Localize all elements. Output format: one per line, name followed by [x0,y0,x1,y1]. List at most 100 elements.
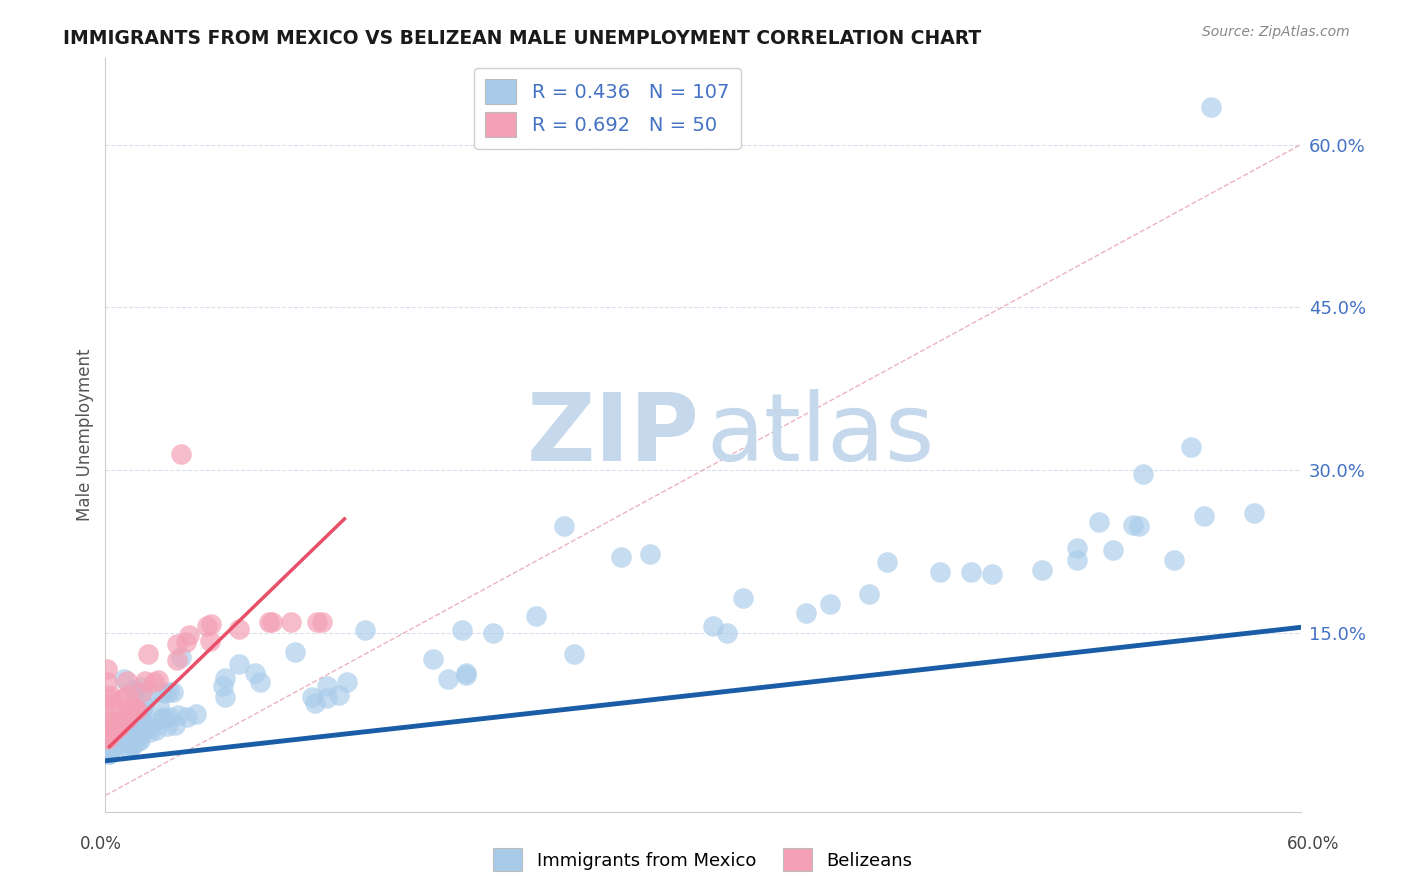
Point [115,712,138,726]
Point [98,721,121,735]
Point [110,728,132,742]
Legend: R = 0.436   N = 107, R = 0.692   N = 50: R = 0.436 N = 107, R = 0.692 N = 50 [474,68,741,149]
Point [105,716,128,731]
Point [100,726,122,740]
Point [98,721,121,735]
Point [142,675,165,690]
Point [610,549,633,564]
Point [562,647,585,661]
Point [195,619,218,633]
Point [316,690,339,705]
Point [167,708,190,723]
Point [959,566,981,580]
Point [170,447,193,461]
Point [1066,541,1088,555]
Point [454,665,477,680]
Point [101,719,124,733]
Point [436,672,458,686]
Point [1192,508,1215,523]
Point [422,652,444,666]
Point [315,679,337,693]
Point [1102,543,1125,558]
Point [456,668,478,682]
Point [149,685,172,699]
Point [117,673,139,688]
Text: atlas: atlas [707,389,935,481]
Point [103,698,125,712]
Text: 0.0%: 0.0% [80,835,122,853]
Point [198,634,221,648]
Point [122,700,145,714]
Point [110,733,132,747]
Point [112,673,135,687]
Point [301,690,323,705]
Point [134,691,156,706]
Point [818,597,841,611]
Point [336,675,359,690]
Point [702,619,724,633]
Point [553,519,575,533]
Point [184,706,207,721]
Point [152,710,174,724]
Point [105,721,128,735]
Point [146,673,169,688]
Point [98,734,121,748]
Point [98,714,121,729]
Point [156,719,179,733]
Point [159,684,181,698]
Point [179,628,201,642]
Point [108,720,131,734]
Point [98,747,121,761]
Point [174,635,197,649]
Point [200,616,222,631]
Point [122,737,145,751]
Point [117,704,139,718]
Point [929,565,952,579]
Point [1088,515,1111,529]
Point [136,647,159,661]
Point [111,738,134,752]
Point [108,714,131,729]
Point [280,615,302,629]
Point [311,615,333,629]
Point [128,706,150,720]
Point [243,666,266,681]
Point [876,555,898,569]
Point [98,726,121,740]
Point [304,697,326,711]
Point [103,702,125,716]
Point [148,698,170,713]
Point [125,731,148,746]
Point [136,722,159,736]
Point [111,690,134,705]
Point [228,657,250,672]
Point [115,709,138,723]
Point [162,685,184,699]
Point [103,724,125,739]
Point [716,626,738,640]
Point [98,744,121,758]
Point [98,725,121,739]
Point [139,724,162,739]
Point [100,692,122,706]
Point [98,745,121,759]
Point [108,718,131,732]
Point [307,615,329,629]
Point [117,717,139,731]
Point [127,734,149,748]
Point [157,709,180,723]
Text: ZIP: ZIP [526,389,699,481]
Point [124,702,146,716]
Point [131,706,153,720]
Point [981,567,1004,582]
Point [107,718,129,732]
Point [117,688,139,702]
Legend: Immigrants from Mexico, Belizeans: Immigrants from Mexico, Belizeans [486,841,920,879]
Point [117,742,139,756]
Point [112,712,135,726]
Point [259,615,281,629]
Point [112,713,135,727]
Point [129,733,152,747]
Point [141,716,163,731]
Point [96,726,118,740]
